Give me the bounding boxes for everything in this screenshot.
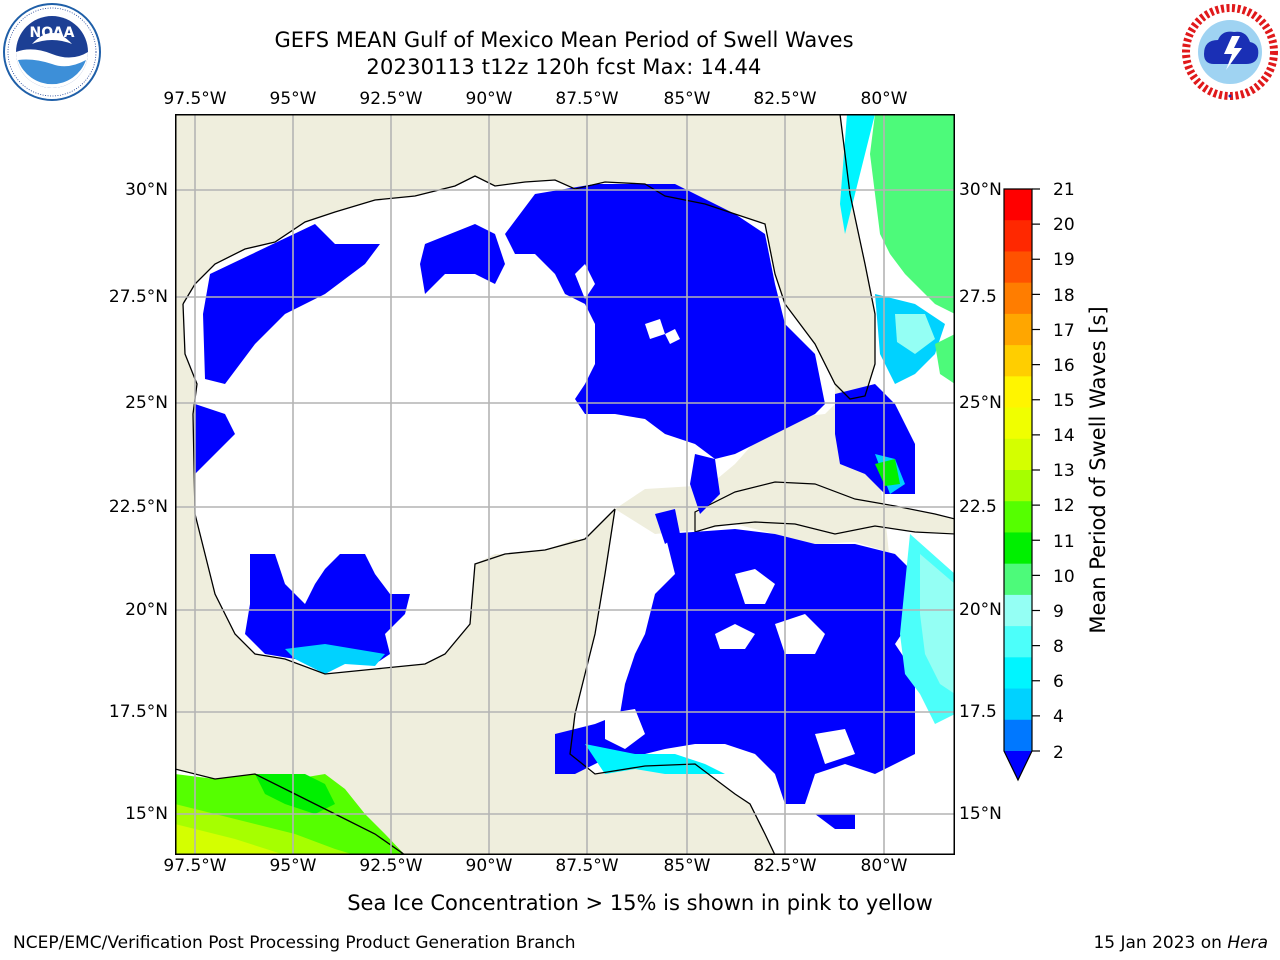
lat-tick-right: 25°N: [959, 393, 1002, 413]
sea-ice-note: Sea Ice Concentration > 15% is shown in …: [0, 891, 1280, 915]
colorbar-segment: [1004, 719, 1032, 752]
colorbar-title: Mean Period of Swell Waves [s]: [1086, 306, 1110, 634]
lon-tick-top: 87.5°W: [555, 89, 619, 109]
gulf-map: [175, 114, 955, 855]
lat-tick-right: 20°N: [959, 600, 1002, 620]
lon-tick-bottom: 95°W: [269, 856, 317, 876]
swell-field-2s: [195, 184, 915, 829]
chart-subtitle: 20230113 t12z 120h fcst Max: 14.44: [366, 55, 762, 79]
colorbar-segment: [1004, 657, 1032, 690]
lat-tick-left: 25°N: [125, 393, 168, 413]
colorbar-segment: [1004, 345, 1032, 377]
nws-logo: [1182, 4, 1278, 100]
colorbar-segment: [1004, 688, 1032, 721]
colorbar-outline: [1003, 188, 1033, 782]
lon-tick-bottom: 87.5°W: [555, 856, 619, 876]
lat-tick-left: 27.5°N: [108, 287, 168, 307]
lat-tick-left: 20°N: [125, 600, 168, 620]
lat-tick-left: 15°N: [125, 804, 168, 824]
colorbar-label: 8: [1053, 637, 1064, 657]
lat-tick-right: 15°N: [959, 804, 1002, 824]
map-frame: [175, 114, 955, 855]
lat-tick-right: 30°N: [959, 180, 1002, 200]
colorbar-label: 9: [1053, 602, 1064, 622]
colorbar-label: 13: [1053, 461, 1075, 481]
colorbar-ticks: [1032, 188, 1040, 752]
lon-tick-bottom: 82.5°W: [753, 856, 817, 876]
lat-tick-left: 30°N: [125, 180, 168, 200]
colorbar-segment: [1004, 313, 1032, 346]
colorbar-label: 20: [1053, 215, 1075, 235]
lon-tick-bottom: 80°W: [860, 856, 908, 876]
colorbar-label: 4: [1053, 707, 1064, 727]
colorbar-segment: [1004, 501, 1032, 533]
lon-tick-top: 85°W: [663, 89, 711, 109]
lon-tick-top: 90°W: [465, 89, 513, 109]
cuba-island: [694, 481, 954, 535]
colorbar-label: 18: [1053, 286, 1075, 306]
colorbar-segment: [1004, 438, 1032, 471]
sea-ice-note-text: Sea Ice Concentration > 15% is shown in …: [347, 891, 933, 915]
colorbar-segment: [1004, 376, 1032, 409]
lon-tick-top: 92.5°W: [359, 89, 423, 109]
colorbar-segment: [1004, 220, 1032, 252]
colorbar-label: 11: [1053, 532, 1075, 552]
lon-tick-bottom: 90°W: [465, 856, 513, 876]
footer-date-text: 15 Jan 2023 on: [1093, 933, 1222, 953]
colorbar-label: 6: [1053, 672, 1064, 692]
swell-field-6s: [285, 114, 954, 774]
colorbar-segment: [1004, 626, 1032, 658]
footer-host: Hera: [1227, 933, 1268, 953]
colorbar-label: 14: [1053, 426, 1075, 446]
colorbar-label: 15: [1053, 391, 1075, 411]
svg-text:NOAA: NOAA: [30, 25, 75, 41]
footer-credit: NCEP/EMC/Verification Post Processing Pr…: [13, 933, 576, 953]
colorbar-label: 16: [1053, 356, 1075, 376]
coastlines: [175, 114, 876, 854]
lat-tick-right: 17.5: [959, 702, 997, 722]
footer-date: 15 Jan 2023 on Hera: [1093, 933, 1268, 953]
colorbar-segment: [1004, 282, 1032, 315]
colorbar-segments: [1004, 189, 1032, 752]
colorbar-label: 2: [1053, 743, 1064, 763]
lat-tick-left: 22.5°N: [108, 497, 168, 517]
lon-tick-top: 97.5°W: [163, 89, 227, 109]
swell-gaps: [575, 264, 855, 764]
colorbar-segment: [1004, 251, 1032, 284]
chart-title: GEFS MEAN Gulf of Mexico Mean Period of …: [274, 28, 854, 52]
noaa-logo: NOAA: [3, 3, 101, 101]
lon-tick-bottom: 92.5°W: [359, 856, 423, 876]
colorbar-label: 19: [1053, 250, 1075, 270]
colorbar-segment: [1004, 189, 1032, 221]
colorbar: [1003, 188, 1040, 782]
lon-tick-top: 82.5°W: [753, 89, 817, 109]
lat-tick-right: 22.5: [959, 497, 997, 517]
colorbar-label: 21: [1053, 180, 1075, 200]
lon-tick-top: 80°W: [860, 89, 908, 109]
colorbar-extend-triangle: [1004, 751, 1032, 780]
colorbar-segment: [1004, 407, 1032, 440]
colorbar-segment: [1004, 594, 1032, 627]
lon-tick-top: 95°W: [269, 89, 317, 109]
colorbar-segment: [1004, 532, 1032, 565]
lon-tick-bottom: 97.5°W: [163, 856, 227, 876]
lat-tick-left: 17.5°N: [108, 702, 168, 722]
lat-tick-right: 27.5: [959, 287, 997, 307]
colorbar-label: 10: [1053, 567, 1075, 587]
lon-tick-bottom: 85°W: [663, 856, 711, 876]
colorbar-segment: [1004, 563, 1032, 596]
colorbar-label: 17: [1053, 321, 1075, 341]
graticule: [175, 114, 954, 854]
colorbar-segment: [1004, 470, 1032, 502]
colorbar-label: 12: [1053, 496, 1075, 516]
